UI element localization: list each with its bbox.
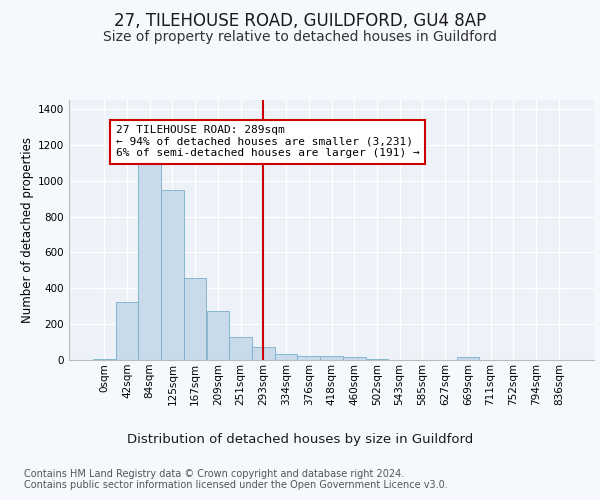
Bar <box>365 359 388 360</box>
Bar <box>298 356 320 360</box>
Text: 27, TILEHOUSE ROAD, GUILDFORD, GU4 8AP: 27, TILEHOUSE ROAD, GUILDFORD, GU4 8AP <box>114 12 486 30</box>
Bar <box>139 159 161 360</box>
Bar <box>161 190 184 360</box>
Bar <box>252 348 275 360</box>
Bar <box>457 358 479 360</box>
Text: 27 TILEHOUSE ROAD: 289sqm
← 94% of detached houses are smaller (3,231)
6% of sem: 27 TILEHOUSE ROAD: 289sqm ← 94% of detac… <box>116 125 419 158</box>
Bar <box>206 310 229 360</box>
Text: Contains HM Land Registry data © Crown copyright and database right 2024.: Contains HM Land Registry data © Crown c… <box>24 469 404 479</box>
Bar <box>184 278 206 360</box>
Text: Contains public sector information licensed under the Open Government Licence v3: Contains public sector information licen… <box>24 480 448 490</box>
Bar <box>116 302 139 360</box>
Y-axis label: Number of detached properties: Number of detached properties <box>21 137 34 323</box>
Bar <box>343 357 365 360</box>
Bar <box>229 336 252 360</box>
Text: Distribution of detached houses by size in Guildford: Distribution of detached houses by size … <box>127 432 473 446</box>
Bar <box>93 359 116 360</box>
Bar <box>275 354 298 360</box>
Text: Size of property relative to detached houses in Guildford: Size of property relative to detached ho… <box>103 30 497 44</box>
Bar <box>320 356 343 360</box>
